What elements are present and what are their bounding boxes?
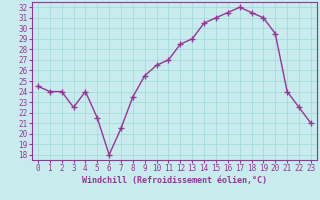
X-axis label: Windchill (Refroidissement éolien,°C): Windchill (Refroidissement éolien,°C): [82, 176, 267, 185]
